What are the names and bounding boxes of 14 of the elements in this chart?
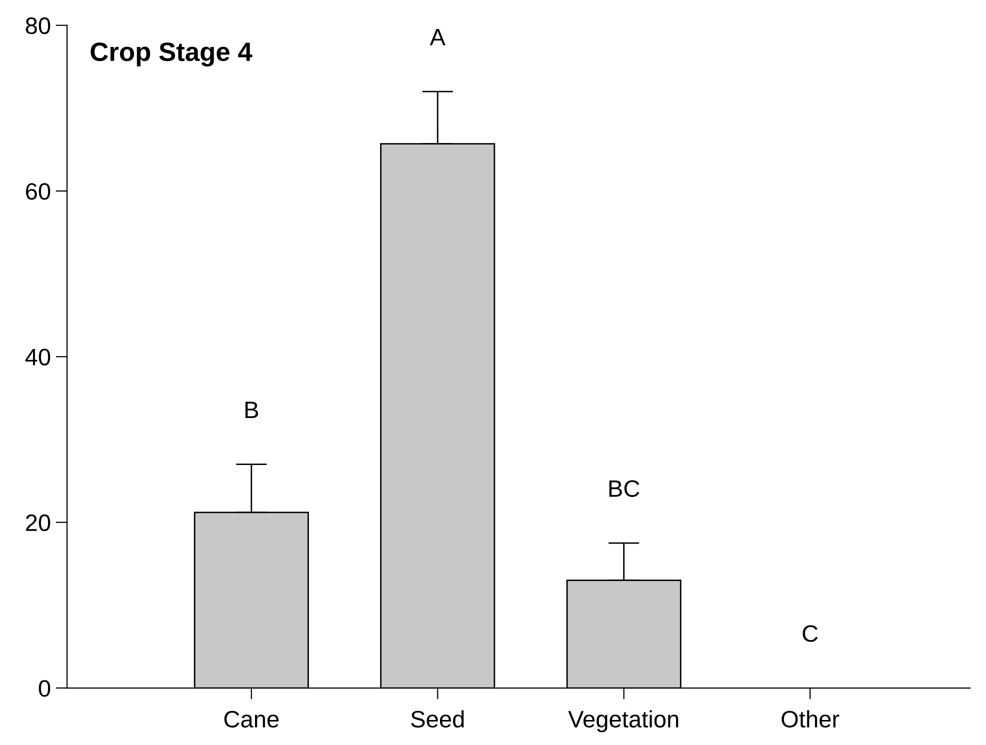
annotation: C — [802, 625, 818, 642]
annotation: A — [430, 29, 446, 46]
annotation: B — [245, 402, 258, 418]
annotation: BC — [609, 480, 640, 497]
x-tick-label: Vegetation — [568, 710, 678, 732]
y-tick-label: 60 — [26, 183, 50, 200]
text: Crop Stage 4 — [90, 42, 252, 66]
y-tick-label: 80 — [26, 17, 50, 34]
y-tick-label: 20 — [26, 514, 50, 532]
y-tick-label: 0 — [38, 680, 50, 697]
x-tick-label: Other — [782, 710, 840, 728]
x-tick-label: Cane — [224, 710, 279, 728]
x-tick-label: Seed — [411, 710, 464, 728]
y-tick-label: 40 — [25, 348, 50, 366]
